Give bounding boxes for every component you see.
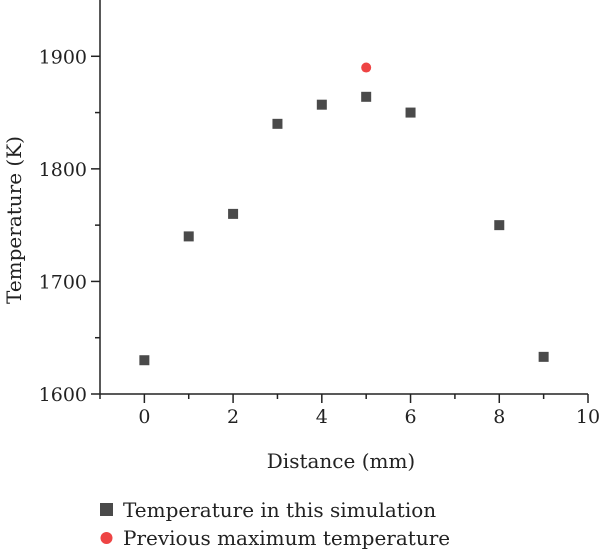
legend-label: Temperature in this simulation (123, 498, 436, 522)
data-point-square (494, 220, 505, 231)
data-point-square (272, 118, 283, 129)
data-point-square (183, 231, 194, 242)
data-marks (139, 62, 549, 366)
x-ticks: 0 2 4 6 8 10 (99, 394, 600, 428)
data-point-square (139, 355, 150, 366)
x-tick-label: 0 (138, 406, 150, 428)
y-tick-label: 1600 (39, 384, 87, 406)
legend-label: Previous maximum temperature (123, 526, 450, 550)
y-tick-label: 1800 (39, 159, 87, 181)
y-axis-title: Temperature (K) (2, 136, 26, 304)
y-ticks: 1600 1700 1800 1900 (39, 46, 100, 406)
data-point-square (538, 351, 549, 362)
data-point-square (316, 99, 327, 110)
y-tick-label: 1900 (39, 46, 87, 68)
axes (99, 0, 588, 395)
x-axis-title: Distance (mm) (267, 449, 415, 473)
x-tick-label: 10 (576, 406, 600, 428)
x-tick-label: 2 (227, 406, 239, 428)
data-point-square (405, 107, 416, 118)
x-tick-label: 6 (404, 406, 416, 428)
x-tick-label: 8 (493, 406, 505, 428)
legend-marker-circle (100, 532, 113, 544)
data-point-square (228, 208, 239, 219)
data-point-square (361, 91, 372, 102)
x-tick-label: 4 (316, 406, 328, 428)
legend-marker-square (100, 503, 113, 516)
legend: Temperature in this simulation Previous m… (100, 498, 450, 550)
data-point-circle (361, 62, 372, 73)
y-tick-label: 1700 (39, 271, 87, 293)
